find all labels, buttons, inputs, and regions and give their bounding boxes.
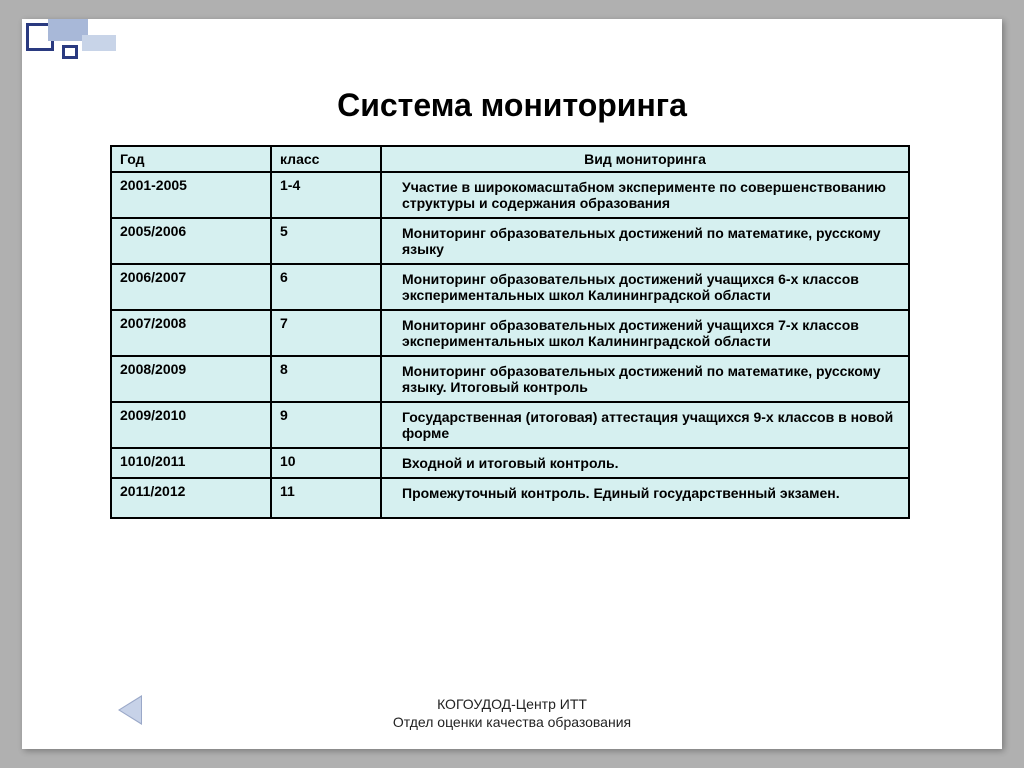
footer-line-1: КОГОУДОД-Центр ИТТ xyxy=(22,695,1002,713)
col-grade: класс xyxy=(271,146,381,172)
cell-desc: Государственная (итоговая) аттестация уч… xyxy=(381,402,909,448)
cell-desc: Мониторинг образовательных достижений по… xyxy=(381,356,909,402)
cell-desc: Мониторинг образовательных достижений уч… xyxy=(381,264,909,310)
cell-grade: 5 xyxy=(271,218,381,264)
table-row: 2008/20098Мониторинг образовательных дос… xyxy=(111,356,909,402)
footer: КОГОУДОД-Центр ИТТ Отдел оценки качества… xyxy=(22,695,1002,731)
back-arrow-icon[interactable] xyxy=(118,695,142,725)
cell-year: 2009/2010 xyxy=(111,402,271,448)
footer-line-2: Отдел оценки качества образования xyxy=(22,713,1002,731)
cell-grade: 10 xyxy=(271,448,381,478)
cell-year: 2006/2007 xyxy=(111,264,271,310)
cell-grade: 9 xyxy=(271,402,381,448)
cell-desc: Мониторинг образовательных достижений по… xyxy=(381,218,909,264)
table-header-row: Год класс Вид мониторинга xyxy=(111,146,909,172)
cell-desc: Участие в широкомасштабном эксперименте … xyxy=(381,172,909,218)
col-year: Год xyxy=(111,146,271,172)
slide-title: Система мониторинга xyxy=(22,87,1002,124)
table-row: 2007/20087Мониторинг образовательных дос… xyxy=(111,310,909,356)
table-row: 2011/201211Промежуточный контроль. Едины… xyxy=(111,478,909,518)
cell-grade: 7 xyxy=(271,310,381,356)
cell-year: 2007/2008 xyxy=(111,310,271,356)
cell-year: 2001-2005 xyxy=(111,172,271,218)
cell-desc: Входной и итоговый контроль. xyxy=(381,448,909,478)
col-type: Вид мониторинга xyxy=(381,146,909,172)
cell-grade: 6 xyxy=(271,264,381,310)
cell-year: 2005/2006 xyxy=(111,218,271,264)
table-row: 2001-20051-4Участие в широкомасштабном э… xyxy=(111,172,909,218)
deco-square xyxy=(62,45,78,59)
cell-desc: Мониторинг образовательных достижений уч… xyxy=(381,310,909,356)
deco-square xyxy=(82,35,116,51)
cell-grade: 11 xyxy=(271,478,381,518)
table-row: 2005/20065Мониторинг образовательных дос… xyxy=(111,218,909,264)
table-row: 1010/201110Входной и итоговый контроль. xyxy=(111,448,909,478)
table-row: 2006/20076Мониторинг образовательных дос… xyxy=(111,264,909,310)
table-row: 2009/20109Государственная (итоговая) атт… xyxy=(111,402,909,448)
cell-year: 2011/2012 xyxy=(111,478,271,518)
cell-grade: 8 xyxy=(271,356,381,402)
monitoring-table: Год класс Вид мониторинга 2001-20051-4Уч… xyxy=(110,145,910,519)
cell-grade: 1-4 xyxy=(271,172,381,218)
slide: Система мониторинга Год класс Вид монито… xyxy=(22,19,1002,749)
cell-desc: Промежуточный контроль. Единый государст… xyxy=(381,478,909,518)
cell-year: 1010/2011 xyxy=(111,448,271,478)
cell-year: 2008/2009 xyxy=(111,356,271,402)
